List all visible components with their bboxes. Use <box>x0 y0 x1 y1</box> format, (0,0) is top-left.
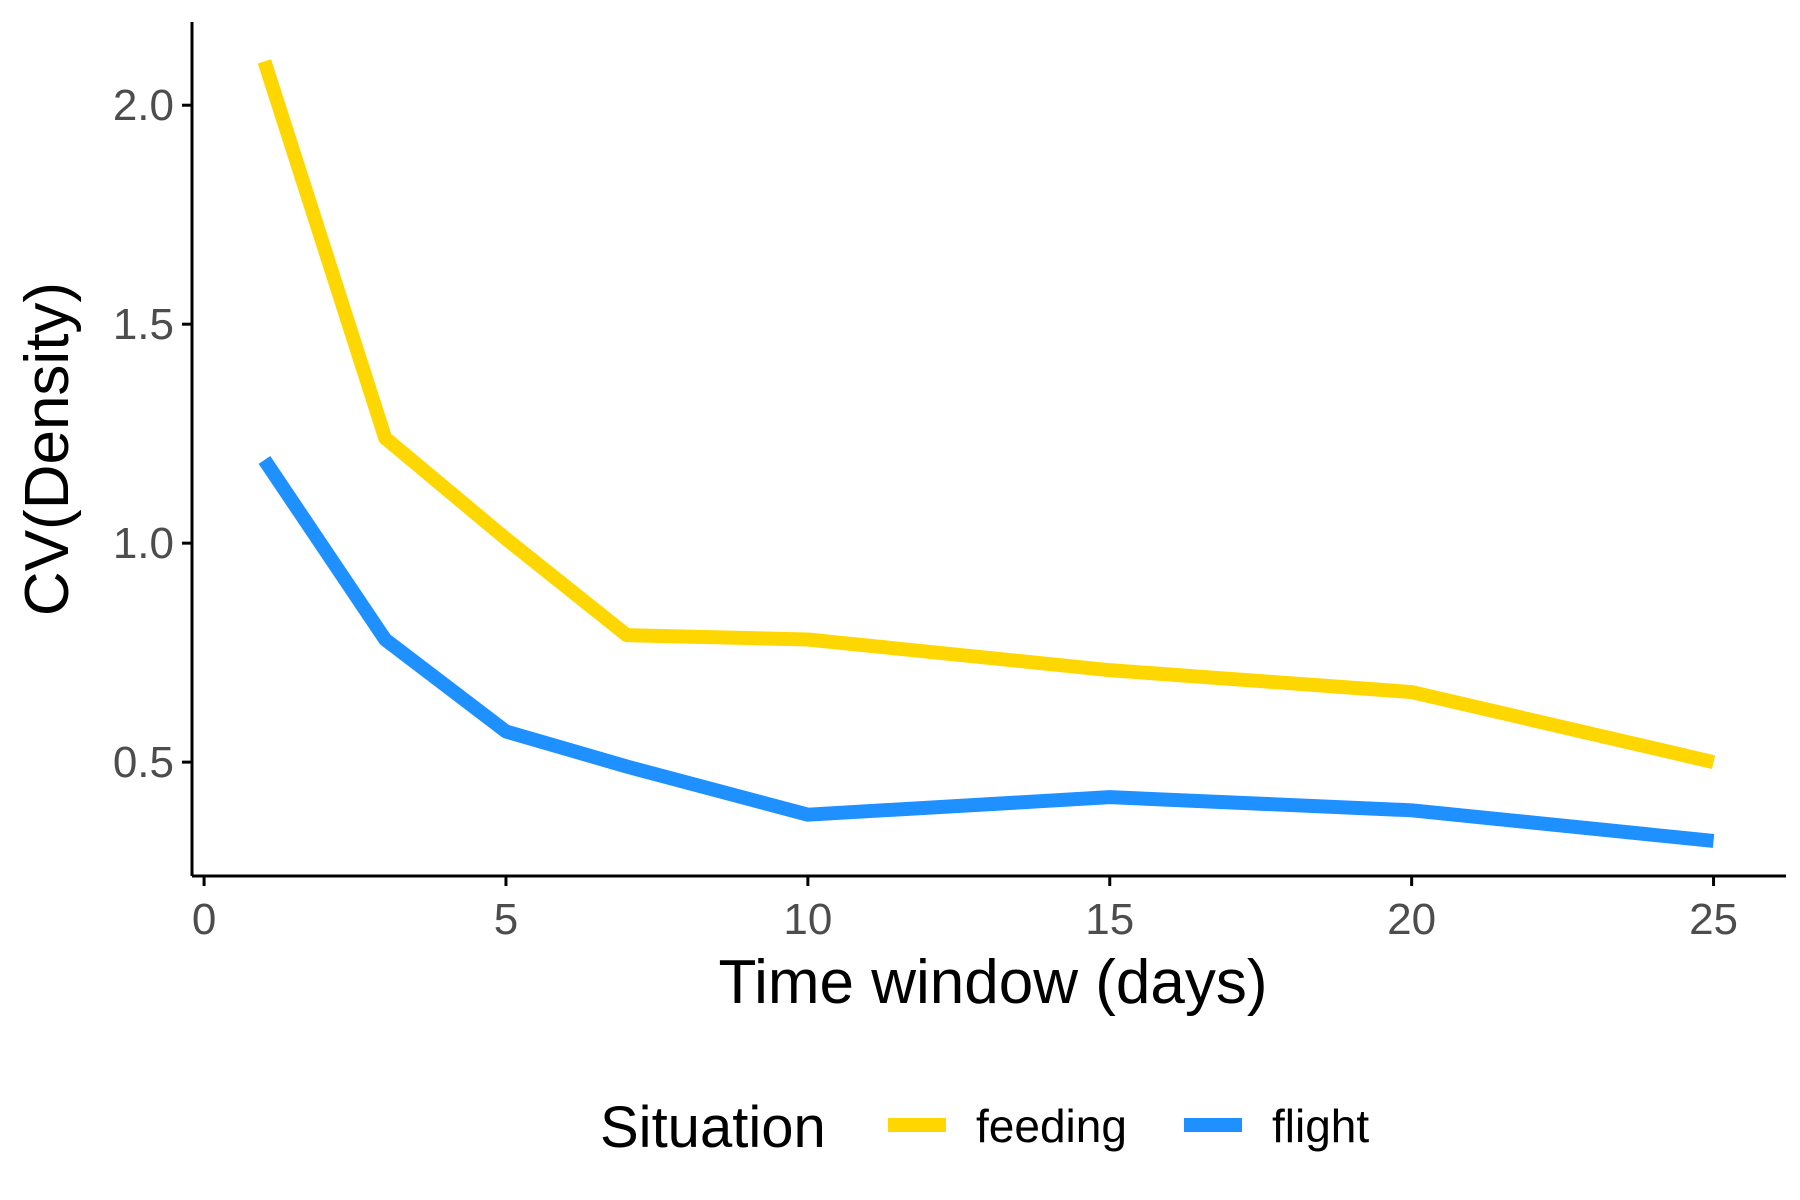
y-axis-ticks: 0.5 1.0 1.5 2.0 <box>113 81 192 787</box>
legend-label-feeding: feeding <box>976 1100 1127 1152</box>
x-tick-label: 10 <box>783 895 832 944</box>
legend: Situation feeding flight <box>600 1095 1369 1160</box>
series-line-feeding <box>257 59 1716 769</box>
legend-label-flight: flight <box>1272 1100 1369 1152</box>
y-axis-title: CV(Density) <box>13 282 82 616</box>
x-tick-label: 15 <box>1085 895 1134 944</box>
x-tick-label: 20 <box>1387 895 1436 944</box>
series-line-flight <box>258 456 1715 848</box>
legend-title: Situation <box>600 1095 826 1160</box>
x-axis-ticks: 0 5 10 15 20 25 <box>192 876 1738 944</box>
y-tick-label: 0.5 <box>113 738 174 787</box>
series-layer <box>257 59 1716 848</box>
x-axis-title: Time window (days) <box>719 948 1268 1017</box>
x-tick-label: 25 <box>1689 895 1738 944</box>
y-tick-label: 1.0 <box>113 519 174 568</box>
y-tick-label: 2.0 <box>113 81 174 130</box>
x-tick-label: 5 <box>494 895 518 944</box>
x-tick-label: 0 <box>192 895 216 944</box>
y-tick-label: 1.5 <box>113 300 174 349</box>
